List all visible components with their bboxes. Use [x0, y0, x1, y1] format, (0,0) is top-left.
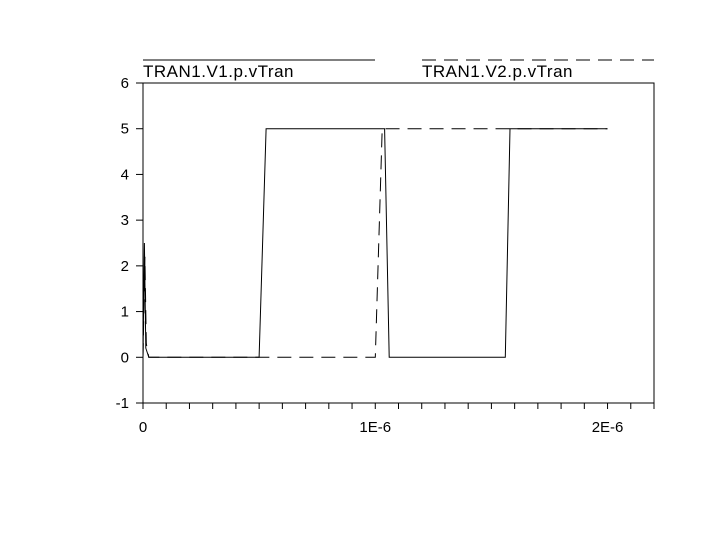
x-tick-label: 1E-6 — [359, 419, 391, 436]
legend: TRAN1.V1.p.vTran TRAN1.V2.p.vTran — [143, 59, 654, 81]
series-group — [142, 128, 608, 358]
x-tick-label: 0 — [139, 419, 147, 436]
plot-frame — [142, 82, 655, 404]
y-tick-label: 4 — [121, 166, 129, 183]
y-tick-label: 6 — [121, 75, 129, 92]
y-tick-label: 3 — [121, 212, 129, 229]
axes: -1 0 1 2 3 4 5 6 0 1E-6 2E-6 — [116, 75, 655, 436]
legend-label-1: TRAN1.V1.p.vTran — [143, 62, 294, 81]
y-tick-label: 2 — [121, 258, 129, 275]
y-tick-label: -1 — [116, 395, 129, 412]
legend-label-2: TRAN1.V2.p.vTran — [422, 62, 573, 81]
y-tick-label: 5 — [121, 121, 129, 138]
y-tick-label: 1 — [121, 304, 129, 321]
y-tick-label: 0 — [121, 349, 129, 366]
x-tick-label: 2E-6 — [592, 419, 624, 436]
series-line-1 — [142, 128, 608, 358]
series-line-2 — [142, 128, 608, 358]
